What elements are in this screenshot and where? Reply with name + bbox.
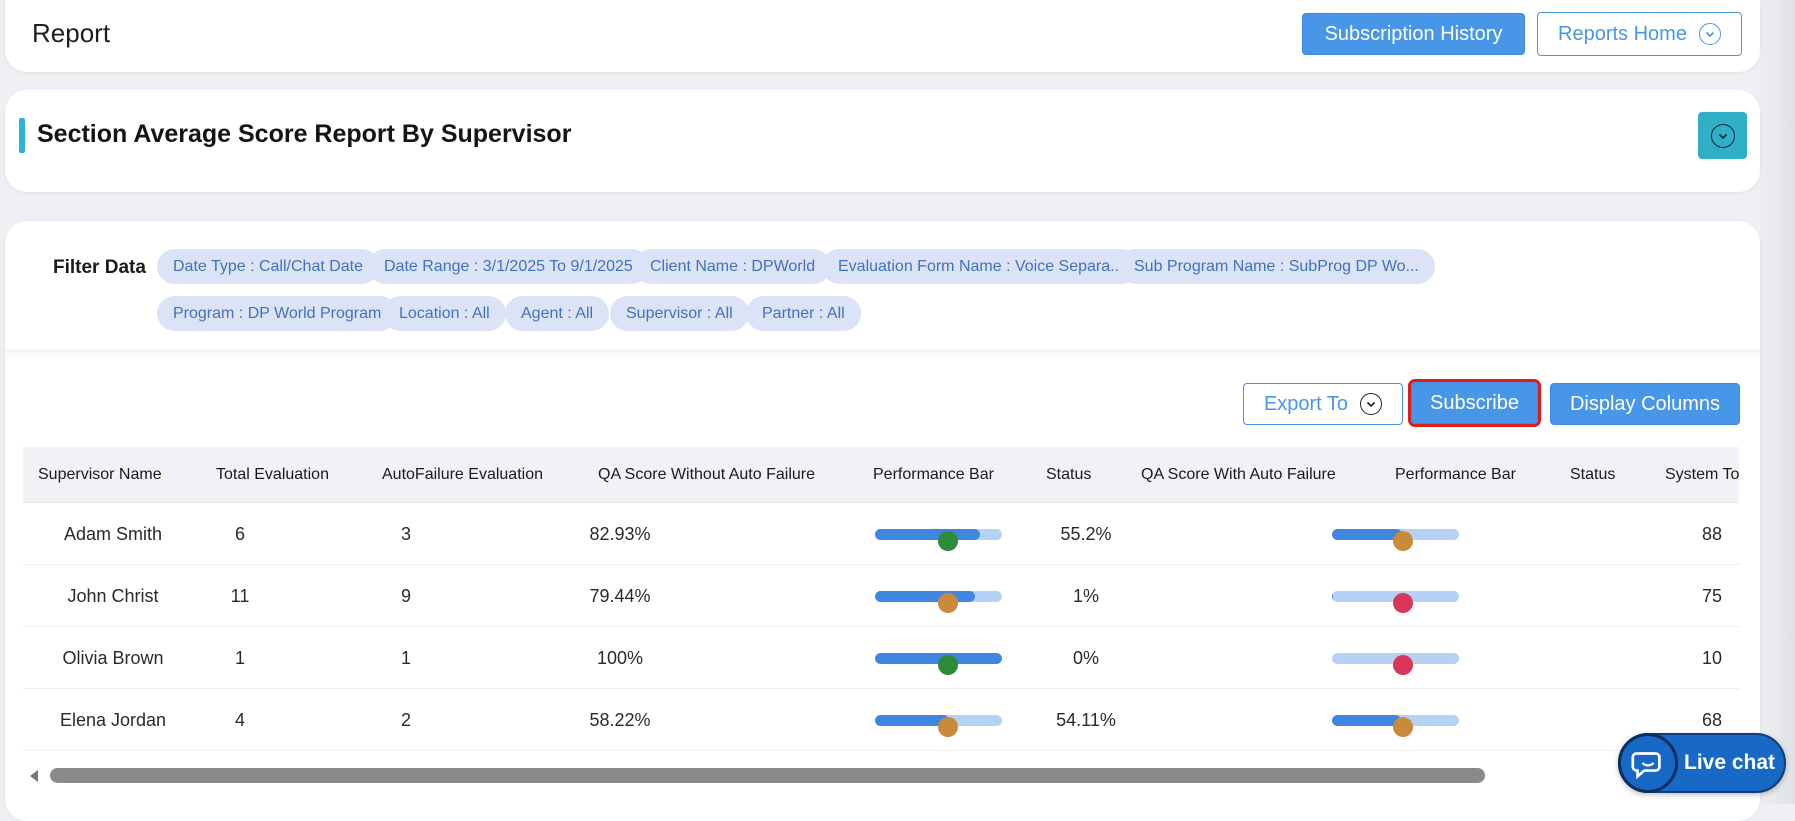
cell-name: Elena Jordan xyxy=(59,710,167,730)
cell-name: John Christ xyxy=(67,586,159,606)
filter-chip[interactable]: Sub Program Name : SubProg DP Wo... xyxy=(1118,249,1435,284)
live-chat-button[interactable]: Live chat xyxy=(1618,733,1786,793)
filter-chip[interactable]: Date Type : Call/Chat Date xyxy=(157,249,380,284)
cell-qa-without: 100% xyxy=(596,648,644,668)
performance-bar-fill xyxy=(875,591,976,602)
cell-name: Olivia Brown xyxy=(62,648,164,668)
performance-bar xyxy=(875,715,1002,726)
subscription-history-button[interactable]: Subscription History xyxy=(1302,13,1525,55)
chevron-down-icon xyxy=(1710,123,1735,148)
page-title: Report xyxy=(32,18,111,48)
horizontal-scrollbar-thumb[interactable] xyxy=(50,768,1485,783)
cell-autofail: 9 xyxy=(400,586,411,606)
section-accent-bar xyxy=(19,118,25,153)
status-dot-icon xyxy=(938,655,958,675)
performance-bar-fill xyxy=(1332,591,1334,602)
filter-chip[interactable]: Supervisor : All xyxy=(610,296,749,331)
cell-qa-without: 79.44% xyxy=(589,586,651,606)
filter-chip[interactable]: Partner : All xyxy=(746,296,861,331)
filter-chip[interactable]: Program : DP World Program xyxy=(157,296,398,331)
table-row[interactable]: Elena Jordan 4 2 58.22% 54.11% 68 xyxy=(23,689,1739,751)
cell-total: 4 xyxy=(234,710,245,730)
column-header[interactable]: Supervisor Name xyxy=(38,466,162,483)
section-collapse-button[interactable] xyxy=(1698,112,1747,159)
chat-bubble-icon xyxy=(1618,733,1678,793)
cell-system: 68 xyxy=(1701,710,1723,730)
table-row[interactable]: Adam Smith 6 3 82.93% 55.2% 88 xyxy=(23,503,1739,565)
cell-qa-with: 0% xyxy=(1072,648,1099,668)
performance-bar xyxy=(875,591,1002,602)
subscribe-button[interactable]: Subscribe xyxy=(1408,379,1541,427)
column-header[interactable]: Total Evaluation xyxy=(216,466,329,483)
filter-data-label: Filter Data xyxy=(53,257,146,278)
cell-system: 75 xyxy=(1701,586,1723,606)
status-dot-icon xyxy=(938,717,958,737)
filter-chip[interactable]: Agent : All xyxy=(505,296,610,331)
cell-autofail: 3 xyxy=(400,524,411,544)
column-header[interactable]: QA Score Without Auto Failure xyxy=(598,466,815,483)
performance-bar-fill xyxy=(1332,529,1402,540)
filter-divider xyxy=(5,349,1760,361)
column-header[interactable]: Status xyxy=(1046,466,1092,483)
column-header[interactable]: Status xyxy=(1570,466,1616,483)
column-header[interactable]: System To xyxy=(1665,466,1739,483)
filter-chip[interactable]: Evaluation Form Name : Voice Separa... xyxy=(822,249,1140,284)
cell-qa-with: 55.2% xyxy=(1060,524,1112,544)
cell-total: 1 xyxy=(234,648,245,668)
status-dot-icon xyxy=(938,531,958,551)
section-title: Section Average Score Report By Supervis… xyxy=(37,120,572,148)
filter-chip[interactable]: Location : All xyxy=(383,296,506,331)
cell-system: 10 xyxy=(1701,648,1723,668)
reports-home-label: Reports Home xyxy=(1558,22,1687,45)
filter-chip[interactable]: Date Range : 3/1/2025 To 9/1/2025 xyxy=(368,249,649,284)
performance-bar xyxy=(875,529,1002,540)
cell-name: Adam Smith xyxy=(63,524,163,544)
chevron-down-icon xyxy=(1360,393,1383,415)
status-dot-icon xyxy=(1393,593,1413,613)
table-row[interactable]: Olivia Brown 1 1 100% 0% 10 xyxy=(23,627,1739,689)
cell-system: 88 xyxy=(1701,524,1723,544)
status-dot-icon xyxy=(1393,717,1413,737)
cell-qa-without: 82.93% xyxy=(589,524,651,544)
report-table: Supervisor Name Total Evaluation AutoFai… xyxy=(23,447,1739,755)
cell-qa-with: 54.11% xyxy=(1056,710,1116,730)
cell-total: 11 xyxy=(230,586,250,606)
performance-bar-fill xyxy=(875,715,949,726)
page-edge-shadow xyxy=(1760,0,1795,804)
reports-home-button[interactable]: Reports Home xyxy=(1537,12,1742,56)
status-dot-icon xyxy=(1393,531,1413,551)
status-dot-icon xyxy=(1393,655,1413,675)
display-columns-button[interactable]: Display Columns xyxy=(1550,383,1740,425)
performance-bar-fill xyxy=(1332,715,1401,726)
column-header[interactable]: QA Score With Auto Failure xyxy=(1141,466,1336,483)
subscribe-label: Subscribe xyxy=(1430,391,1519,414)
table-header: Supervisor Name Total Evaluation AutoFai… xyxy=(23,447,1739,503)
column-header[interactable]: Performance Bar xyxy=(873,466,994,483)
report-section-card: Section Average Score Report By Supervis… xyxy=(5,90,1760,192)
live-chat-label: Live chat xyxy=(1684,751,1776,774)
cell-qa-without: 58.22% xyxy=(589,710,651,730)
chevron-down-icon xyxy=(1698,23,1721,45)
display-columns-label: Display Columns xyxy=(1569,392,1721,415)
export-to-button[interactable]: Export To xyxy=(1243,383,1403,425)
subscription-history-label: Subscription History xyxy=(1324,22,1503,45)
filter-chip[interactable]: Client Name : DPWorld xyxy=(634,249,832,284)
export-to-label: Export To xyxy=(1263,392,1349,415)
column-header[interactable]: Performance Bar xyxy=(1395,466,1516,483)
performance-bar-fill xyxy=(875,529,981,540)
performance-bar-fill xyxy=(875,653,1002,664)
cell-autofail: 1 xyxy=(400,648,411,668)
scroll-left-arrow-icon[interactable] xyxy=(30,770,38,782)
report-header: Report Subscription History Reports Home xyxy=(5,0,1760,72)
column-header[interactable]: AutoFailure Evaluation xyxy=(382,466,543,483)
cell-autofail: 2 xyxy=(400,710,411,730)
cell-total: 6 xyxy=(234,524,245,544)
table-row[interactable]: John Christ 11 9 79.44% 1% 75 xyxy=(23,565,1739,627)
cell-qa-with: 1% xyxy=(1072,586,1099,606)
performance-bar xyxy=(875,653,1002,664)
status-dot-icon xyxy=(938,593,958,613)
